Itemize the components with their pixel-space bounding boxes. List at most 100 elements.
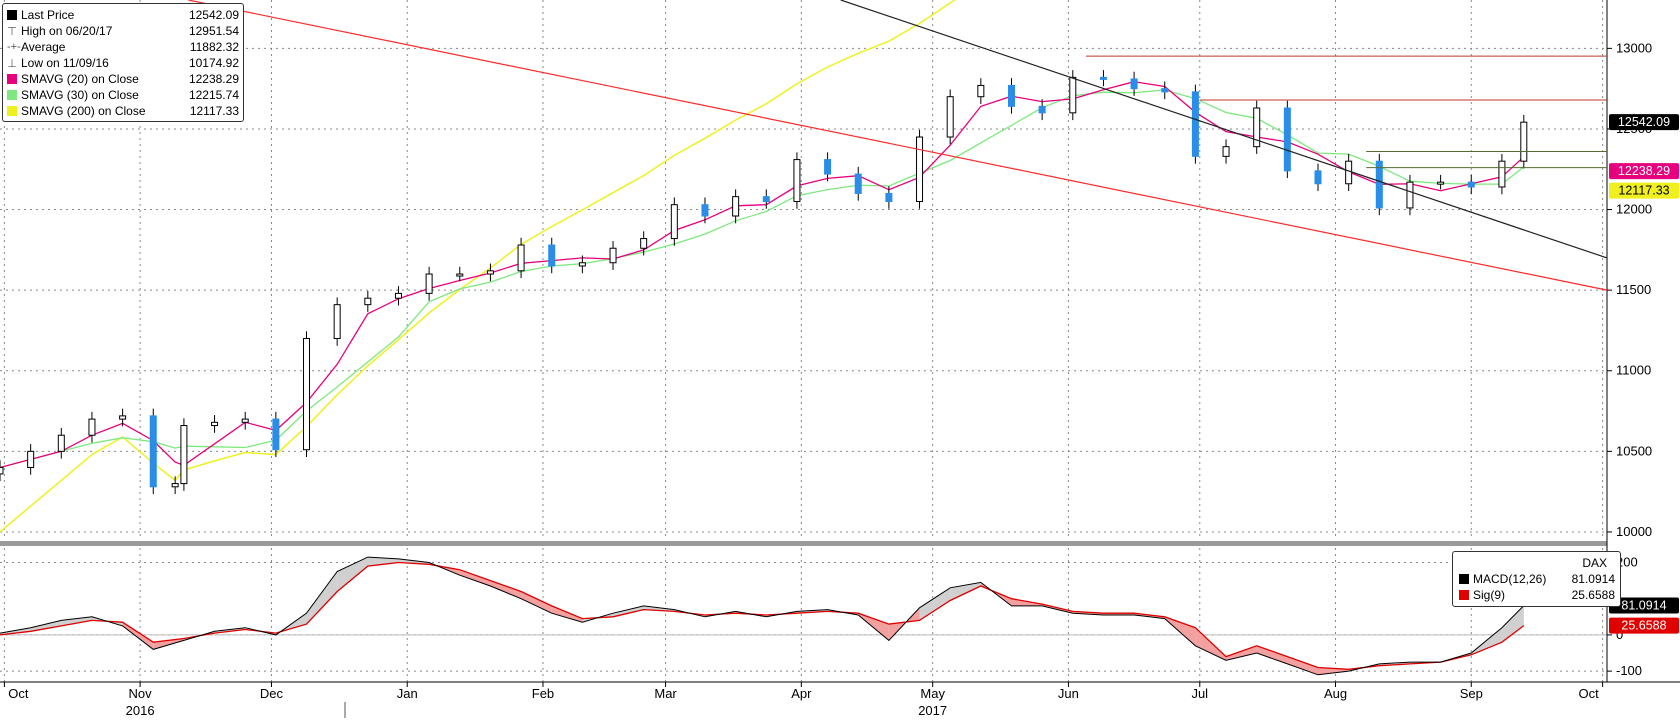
candle-body <box>1314 170 1322 185</box>
candle <box>333 297 341 346</box>
y-tick-label: 11500 <box>1616 282 1651 297</box>
x-tick-label: Apr <box>791 686 812 701</box>
candle <box>1498 153 1506 195</box>
candle <box>885 186 893 209</box>
candle <box>578 255 586 274</box>
candle-body <box>1467 181 1475 188</box>
y-tick-label: 13000 <box>1616 40 1652 55</box>
candle <box>1437 174 1445 190</box>
candle <box>854 166 862 201</box>
legend-value: 12951.54 <box>188 24 239 38</box>
macd-legend: DAX MACD(12,26) 81.0914 Sig(9) 25.6588 <box>1452 551 1621 607</box>
candle-body <box>548 244 556 267</box>
legend-swatch-icon <box>1459 574 1469 584</box>
legend-value: 12117.33 <box>189 104 239 118</box>
candle-body <box>517 244 525 272</box>
candle-body <box>394 292 402 299</box>
legend-label: Sig(9) <box>1473 588 1506 602</box>
macd-fill <box>521 591 552 614</box>
candle <box>1099 70 1107 87</box>
candle <box>211 415 219 433</box>
legend-label: MACD(12,26) <box>1473 572 1547 586</box>
legend-swatch-icon <box>7 90 17 100</box>
candle <box>824 152 832 182</box>
x-tick-label: Oct <box>8 686 29 701</box>
macd-fill <box>122 622 154 650</box>
macd-fill <box>30 620 62 632</box>
candle-body <box>762 196 770 202</box>
candle <box>609 240 617 270</box>
candle-body <box>1253 107 1261 148</box>
candle-body <box>793 159 801 202</box>
candle <box>149 408 157 495</box>
candle-body <box>425 273 433 294</box>
macd-annotation-box <box>1609 617 1679 634</box>
candle-body <box>364 297 372 306</box>
y-tick-label: -100 <box>1616 663 1642 678</box>
legend-value: 25.6588 <box>1571 588 1615 602</box>
macd-fill <box>613 605 644 617</box>
candle-body <box>171 483 179 488</box>
legend-row: ⊥ Low on 11/09/16 10174.92 <box>7 55 239 71</box>
candle <box>88 411 96 443</box>
candle <box>701 197 709 224</box>
low-marker-icon: ⊥ <box>7 57 17 70</box>
price-annotation-box <box>1609 182 1679 199</box>
macd-fill <box>1287 656 1319 675</box>
legend-row: SMAVG (200) on Close 12117.33 <box>7 103 239 119</box>
candle-body <box>57 434 65 452</box>
legend-swatch-icon <box>7 10 17 20</box>
candle-body <box>732 196 740 217</box>
sma20-line <box>0 81 1525 469</box>
candle-body <box>1406 181 1414 209</box>
macd-fill <box>61 616 92 626</box>
average-marker-icon: -+- <box>7 41 21 53</box>
legend-value: 12542.09 <box>188 8 239 22</box>
price-annotation: 12238.29 <box>1609 163 1679 180</box>
legend-label: Average <box>21 40 66 54</box>
candle <box>517 237 525 279</box>
candle-body <box>149 415 157 488</box>
candle-body <box>1520 121 1528 162</box>
candle <box>640 231 648 256</box>
x-tick-label: Oct <box>1579 686 1600 701</box>
macd-fill <box>919 587 951 621</box>
legend-swatch-icon <box>7 74 17 84</box>
candle-body <box>946 96 954 138</box>
x-tick-label: Sep <box>1460 686 1483 701</box>
sma200-line <box>0 0 957 533</box>
x-tick-label: May <box>920 686 945 701</box>
candle-body <box>1130 78 1138 90</box>
macd-annotation: 81.0914 <box>1609 597 1679 614</box>
candle <box>272 411 280 457</box>
candle <box>1253 100 1261 154</box>
main-legend: Last Price 12542.09 ⊤ High on 06/20/17 12951… <box>2 3 244 122</box>
candle-body <box>303 338 311 451</box>
price-annotation: 12117.33 <box>1609 182 1679 199</box>
candle-body <box>1345 160 1353 185</box>
y-tick-label: 11000 <box>1616 363 1651 378</box>
legend-label: Low on 11/09/16 <box>21 56 109 70</box>
candle <box>1314 163 1322 192</box>
x-year-label: 2017 <box>918 703 947 718</box>
macd-annotation-label: 81.0914 <box>1621 599 1666 613</box>
legend-row: -+- Average 11882.32 <box>7 39 239 55</box>
trendline <box>188 0 1608 291</box>
legend-row: ⊤ High on 06/20/17 12951.54 <box>7 23 239 39</box>
candle <box>548 237 556 274</box>
macd-fill <box>551 605 583 623</box>
candle-body <box>670 204 678 240</box>
legend-label: SMAVG (200) on Close <box>21 104 146 118</box>
candle-body <box>486 270 494 275</box>
candle-body <box>119 415 127 420</box>
legend-row: SMAVG (20) on Close 12238.29 <box>7 71 239 87</box>
candle-body <box>1191 91 1199 157</box>
macd-fill <box>1226 645 1257 661</box>
candle <box>1161 81 1169 100</box>
legend-label: High on 06/20/17 <box>21 24 113 38</box>
price-annotation: 12542.09 <box>1609 114 1679 131</box>
price-annotation-label: 12238.29 <box>1618 164 1670 178</box>
candle-body <box>1161 88 1169 93</box>
candle <box>364 290 372 312</box>
candle-body <box>241 418 249 423</box>
